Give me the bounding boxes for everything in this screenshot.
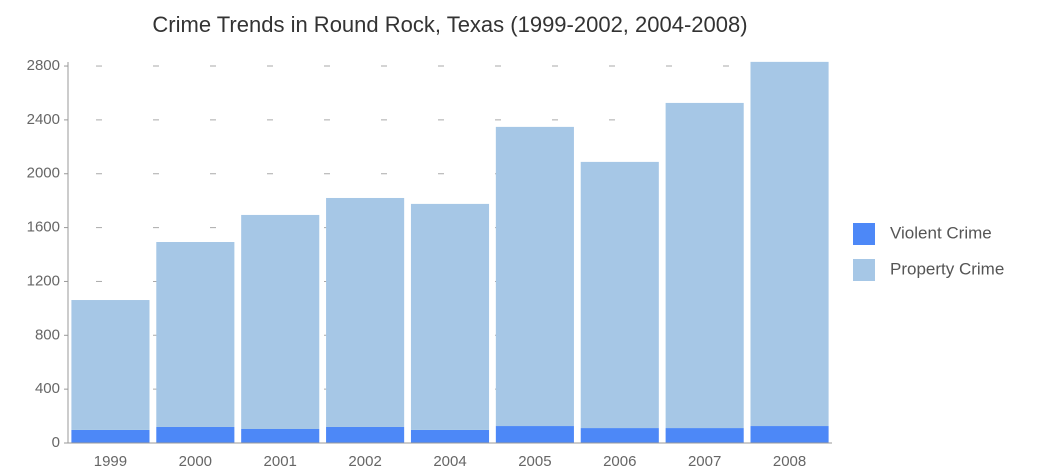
bar-segment: [326, 197, 405, 427]
y-tick-label: 0: [52, 434, 60, 451]
bar-segment: [156, 241, 235, 427]
bar-segment: [750, 61, 829, 427]
bar-segment: [665, 428, 744, 443]
bar-segment: [241, 214, 320, 429]
bar-segment: [410, 203, 490, 430]
legend-label: Property Crime: [890, 259, 1004, 278]
x-tick-label: 2006: [603, 453, 636, 470]
legend-label: Violent Crime: [890, 223, 992, 242]
y-tick-label: 1200: [27, 272, 60, 289]
x-tick-label: 2007: [688, 453, 721, 470]
x-tick-label: 2004: [433, 453, 466, 470]
x-tick-label: 2002: [348, 453, 381, 470]
chart-title: Crime Trends in Round Rock, Texas (1999-…: [152, 12, 747, 37]
x-tick-label: 2005: [518, 453, 551, 470]
bar-segment: [580, 161, 659, 429]
legend-swatch: [853, 259, 875, 281]
bar-segment: [410, 429, 490, 443]
x-tick-label: 2001: [264, 453, 297, 470]
y-tick-label: 400: [35, 380, 60, 397]
bar-segment: [326, 426, 405, 443]
bar-segment: [580, 428, 659, 443]
bar-segment: [71, 429, 150, 443]
y-tick-label: 1600: [27, 219, 60, 236]
y-tick-label: 800: [35, 326, 60, 343]
bar-segment: [495, 426, 574, 443]
bar-segment: [495, 126, 574, 427]
x-tick-label: 2000: [179, 453, 212, 470]
bar-segment: [71, 300, 150, 430]
x-tick-label: 2008: [773, 453, 806, 470]
bar-segment: [241, 428, 320, 443]
bar-segment: [665, 102, 744, 429]
legend-swatch: [853, 223, 875, 245]
y-tick-label: 2400: [27, 111, 60, 128]
bar-segment: [156, 426, 235, 443]
y-tick-label: 2800: [27, 57, 60, 74]
x-tick-label: 1999: [94, 453, 127, 470]
bar-segment: [750, 426, 829, 443]
y-tick-label: 2000: [27, 165, 60, 182]
